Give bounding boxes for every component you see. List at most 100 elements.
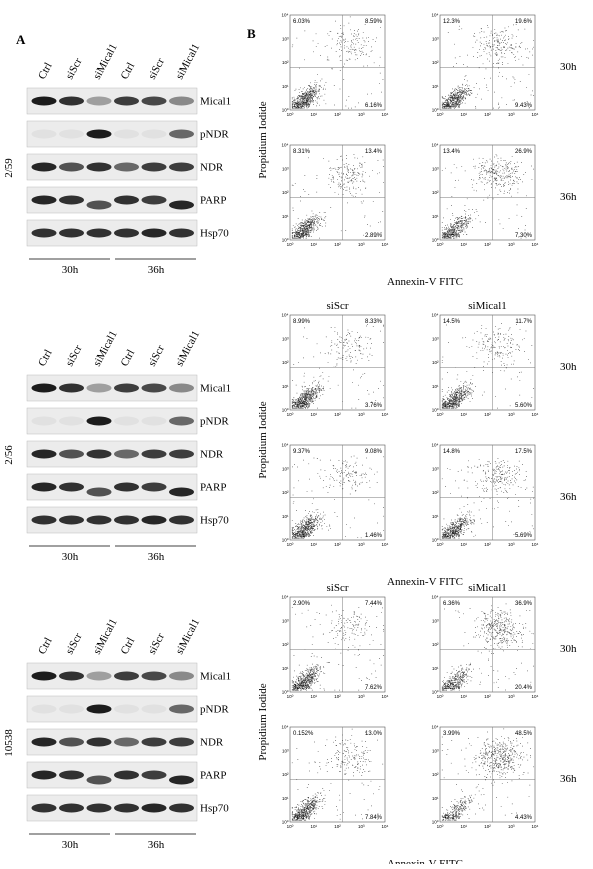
band (141, 704, 167, 714)
x-tick-label: 10⁰ (287, 412, 294, 417)
x-tick-label: 10² (484, 824, 491, 829)
quadrant-pct: 82.0% (293, 685, 311, 691)
lane-label: siScr (64, 343, 85, 368)
blot-label: pNDR (200, 129, 229, 141)
lane-label: Ctrl (119, 636, 138, 657)
quadrant-pct: 8.33% (365, 319, 383, 325)
x-tick-label: 10⁴ (532, 542, 539, 547)
x-tick-label: 10² (334, 412, 341, 417)
band (141, 482, 167, 492)
band (86, 96, 112, 106)
y-tick-label: 10⁴ (432, 143, 439, 148)
scatter-dots (291, 455, 384, 539)
band (59, 416, 84, 426)
y-tick-label: 10⁰ (432, 108, 439, 113)
y-tick-label: 10¹ (282, 384, 289, 389)
y-tick-label: 10⁰ (282, 690, 289, 695)
y-tick-label: 10³ (282, 36, 289, 41)
y-tick-label: 10² (282, 60, 289, 65)
x-tick-label: 10¹ (310, 824, 317, 829)
y-tick-label: 10³ (282, 618, 289, 623)
band (169, 200, 194, 210)
x-tick-label: 10³ (358, 824, 365, 829)
panel-label: B (247, 26, 256, 41)
y-tick-label: 10³ (432, 36, 439, 41)
x-tick-label: 10¹ (310, 112, 317, 117)
x-tick-label: 10² (484, 694, 491, 699)
y-tick-label: 10⁴ (282, 313, 289, 318)
band (31, 704, 57, 714)
x-tick-label: 10¹ (460, 694, 467, 699)
y-tick-label: 10³ (432, 618, 439, 623)
lane-label: siScr (146, 631, 167, 656)
panel-label: A (16, 32, 26, 47)
band (86, 162, 112, 172)
time-label: 36h (148, 264, 165, 276)
band (86, 129, 112, 139)
blot-label: Hsp70 (200, 228, 229, 240)
quadrant-pct: 2.90% (293, 601, 311, 607)
x-tick-label: 10¹ (460, 112, 467, 117)
quadrant-pct: 36.3% (443, 685, 461, 691)
scatter-dots (441, 24, 534, 109)
plot-frame (439, 14, 536, 111)
x-tick-label: 10³ (508, 112, 515, 117)
y-axis-label: Propidium Iodide (257, 401, 269, 478)
band (141, 195, 167, 205)
y-tick-label: 10² (282, 360, 289, 365)
x-tick-label: 10² (484, 412, 491, 417)
quadrant-pct: 1.46% (365, 533, 383, 539)
band (31, 129, 57, 139)
band (86, 383, 112, 393)
x-tick-label: 10³ (358, 242, 365, 247)
band (114, 228, 139, 238)
band (86, 704, 112, 714)
x-tick-label: 10³ (508, 242, 515, 247)
band (31, 803, 57, 813)
time-label: 30h (560, 361, 577, 373)
band (169, 416, 194, 426)
column-label: siScr (327, 582, 349, 594)
band (114, 770, 139, 780)
band (169, 704, 194, 714)
y-tick-label: 10³ (282, 748, 289, 753)
quadrant-pct: 62.0% (443, 533, 461, 539)
plot-frame (289, 144, 386, 241)
band (141, 129, 167, 139)
band (86, 515, 112, 525)
y-tick-label: 10³ (432, 748, 439, 753)
band (31, 228, 57, 238)
quadrant-pct: 8.31% (293, 149, 311, 155)
y-tick-label: 10⁴ (432, 443, 439, 448)
quadrant-pct: 13.4% (443, 149, 461, 155)
band (86, 737, 112, 747)
x-tick-label: 10¹ (460, 412, 467, 417)
quadrant-pct: 79.1% (293, 815, 311, 821)
quadrant-pct: 9.08% (365, 449, 383, 455)
x-tick-label: 10³ (358, 542, 365, 547)
quadrant-pct: 43.1% (443, 815, 461, 821)
y-tick-label: 10⁰ (282, 238, 289, 243)
scatter-dots (441, 458, 534, 539)
x-tick-label: 10⁰ (437, 694, 444, 699)
scatter-dots (291, 16, 384, 109)
x-tick-label: 10² (484, 242, 491, 247)
x-tick-label: 10⁴ (532, 112, 539, 117)
column-label: siMical1 (468, 300, 507, 312)
scatter-dots (441, 323, 534, 409)
x-tick-label: 10¹ (460, 824, 467, 829)
x-tick-label: 10¹ (460, 542, 467, 547)
x-tick-label: 10⁴ (382, 112, 389, 117)
scatter-dots (291, 728, 384, 821)
band (114, 449, 139, 459)
y-tick-label: 10¹ (282, 84, 289, 89)
blot-label: Hsp70 (200, 515, 229, 527)
band (169, 803, 194, 813)
band (59, 449, 84, 459)
blot-label: Mical1 (200, 671, 231, 683)
lane-label: siMical1 (91, 329, 120, 369)
band (141, 671, 167, 681)
band (141, 770, 167, 780)
quadrant-pct: 6.16% (365, 103, 383, 109)
